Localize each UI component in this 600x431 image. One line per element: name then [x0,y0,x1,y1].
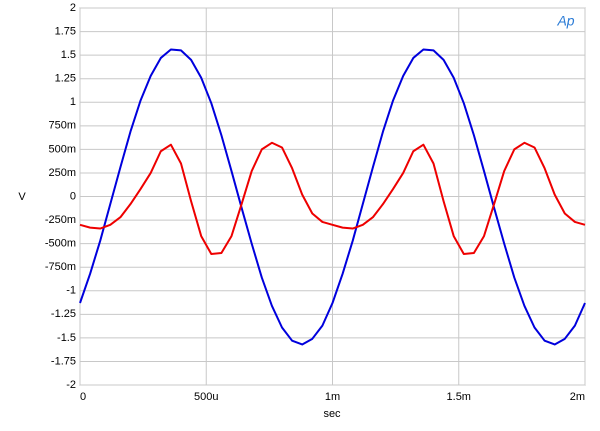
y-tick-label: 0 [70,190,76,202]
y-tick-label: -2 [66,379,76,391]
y-tick-label: -1 [66,285,76,297]
logo: Ap [556,13,574,29]
y-tick-label: 250m [48,167,76,179]
x-tick-label: 500u [194,391,218,403]
x-tick-label: 2m [570,391,585,403]
y-tick-label: 1.5 [61,49,76,61]
y-tick-label: -250m [45,214,76,226]
x-axis-label: sec [323,408,341,420]
x-tick-label: 1m [325,391,340,403]
series-line [79,48,586,346]
x-tick-label: 0 [80,391,86,403]
y-tick-label: 500m [48,143,76,155]
y-tick-label: 750m [48,120,76,132]
y-tick-label: -1.75 [51,355,76,367]
y-axis-label: V [18,191,26,203]
y-tick-label: -1.5 [57,332,76,344]
y-tick-label: -500m [45,238,76,250]
y-tick-label: 2 [70,2,76,14]
x-tick-label: 1.5m [447,391,471,403]
series-line [79,141,586,255]
y-tick-label: 1.25 [55,73,76,85]
y-tick-label: -1.25 [51,308,76,320]
y-tick-label: 1.75 [55,25,76,37]
y-tick-label: 1 [70,96,76,108]
y-tick-label: -750m [45,261,76,273]
